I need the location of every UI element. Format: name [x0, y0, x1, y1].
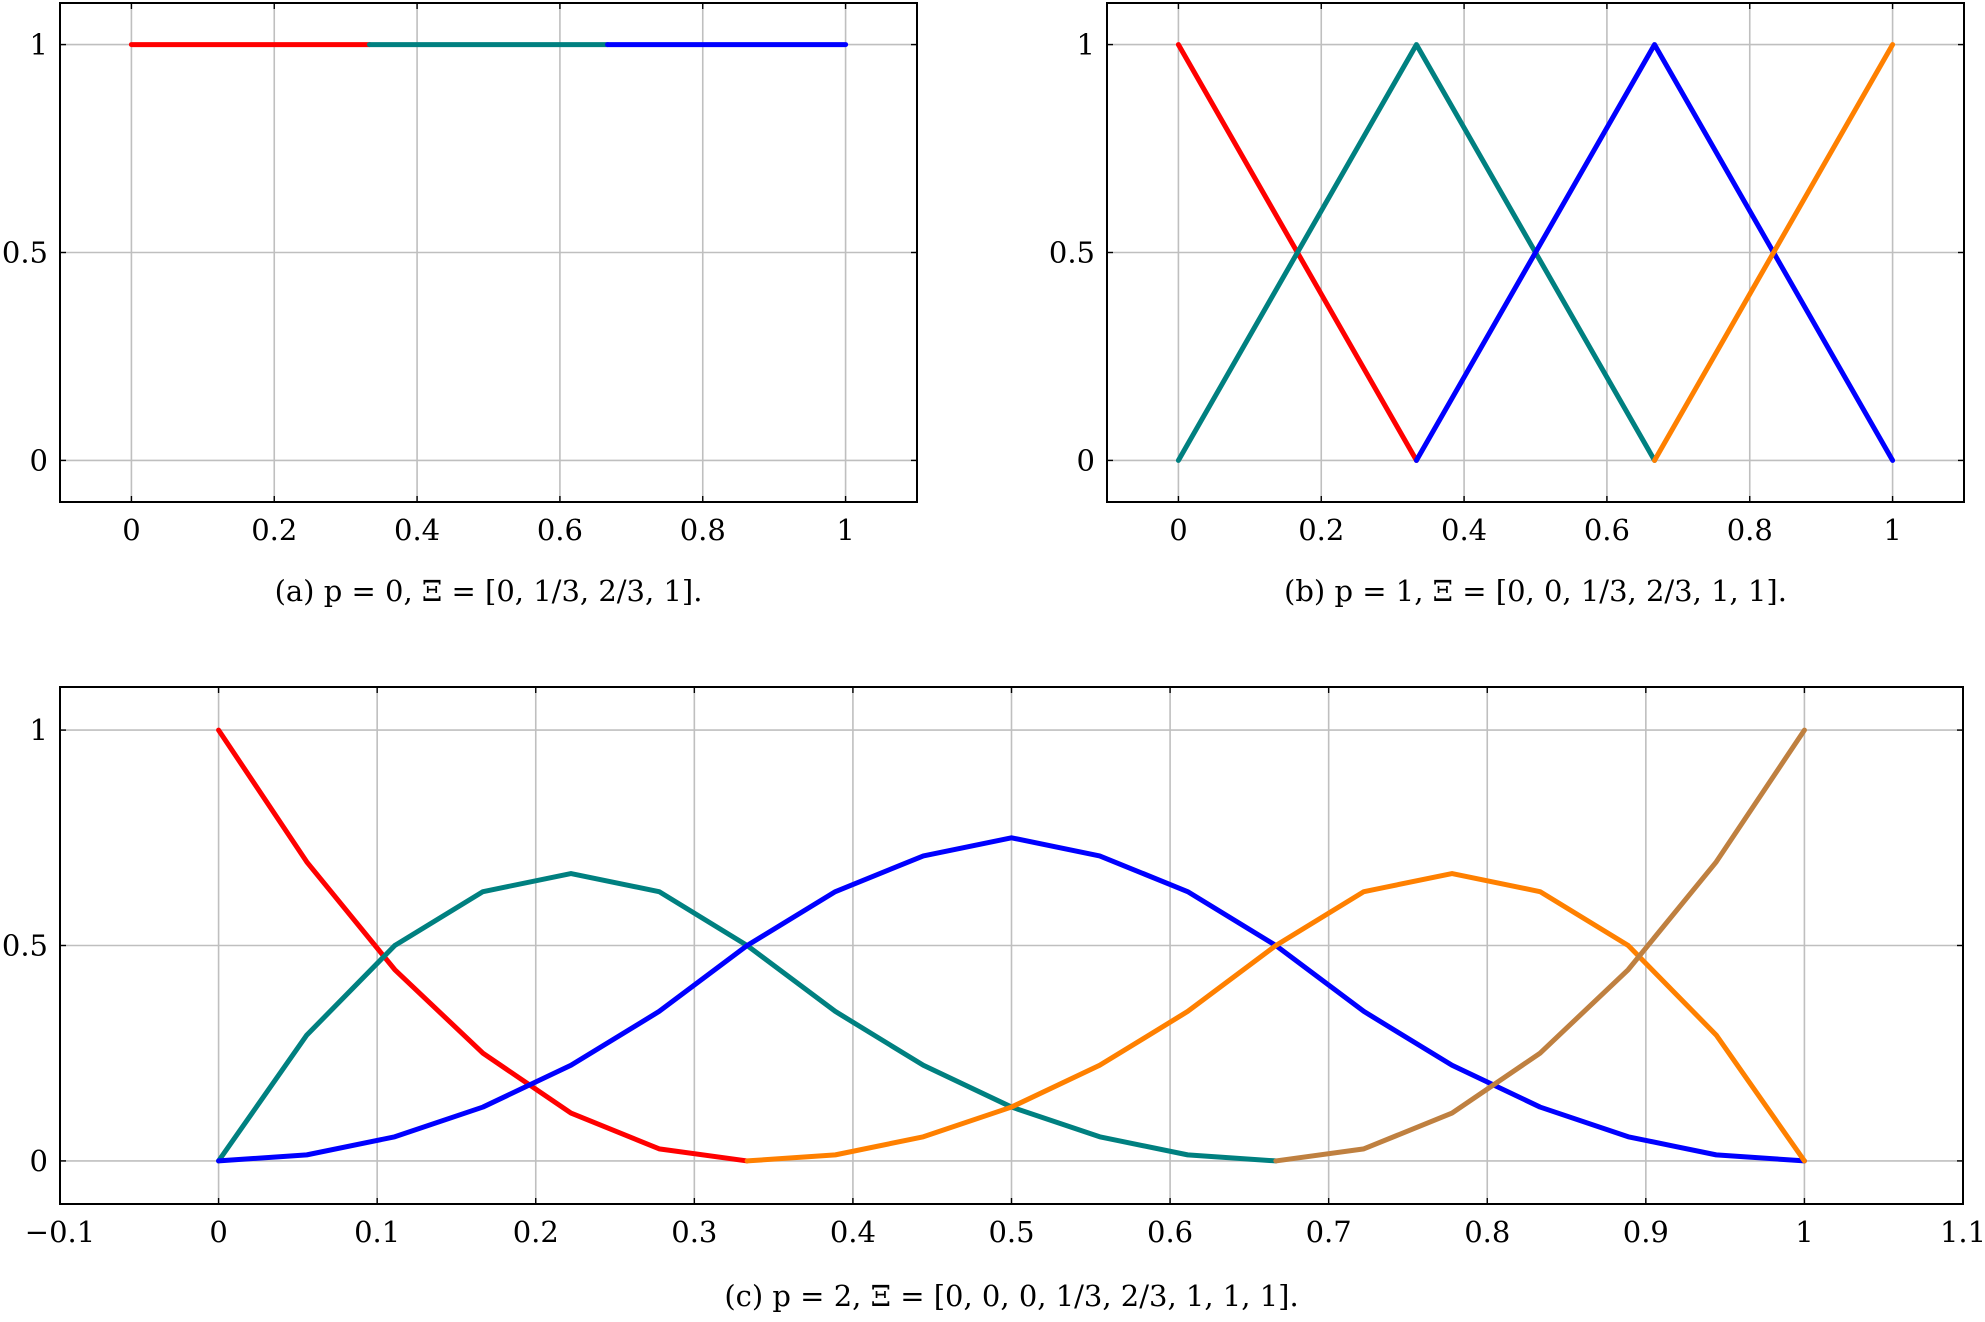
figure-caption: (a) p = 0, Ξ = [0, 1/3, 2/3, 1].	[275, 574, 703, 608]
x-tick-label: 0.8	[1464, 1215, 1510, 1249]
basis-function-orange	[744, 871, 1807, 1164]
y-tick-label: 0	[30, 1144, 48, 1178]
x-tick-label: 0.5	[988, 1215, 1034, 1249]
y-tick-label: 1	[30, 28, 48, 62]
x-tick-label: 0.8	[680, 513, 726, 547]
x-tick-label: 1	[1883, 513, 1901, 547]
figure-caption: (b) p = 1, Ξ = [0, 0, 1/3, 2/3, 1, 1].	[1284, 574, 1787, 608]
basis-function-teal	[1175, 42, 1658, 463]
x-tick-label: 0.4	[394, 513, 440, 547]
panel-b-p1: 0 0.2 0.4 0.6 0.8 1 0 0.5 1 (b) p = 1, Ξ = [0, 0,…	[1049, 2, 1965, 608]
y-tick-label: 0.5	[1049, 236, 1095, 270]
basis-function-blue	[216, 835, 1807, 1164]
basis-function-orange	[1652, 42, 1896, 463]
x-tick-label: 1	[836, 513, 854, 547]
x-tick-label: 0.7	[1306, 1215, 1352, 1249]
y-tick-label: 0	[30, 443, 48, 477]
x-tick-label: −0.1	[25, 1215, 95, 1249]
x-tick-label: 0.1	[354, 1215, 400, 1249]
y-tick-label: 0.5	[2, 929, 48, 963]
y-tick-label: 0.5	[2, 236, 48, 270]
figure-caption: (c) p = 2, Ξ = [0, 0, 0, 1/3, 2/3, 1, 1,…	[724, 1279, 1298, 1313]
x-tick-label: 0	[209, 1215, 227, 1249]
x-tick-label: 0.4	[1441, 513, 1487, 547]
x-tick-label: 0.6	[1584, 513, 1630, 547]
basis-function-blue	[1413, 42, 1896, 463]
x-tick-label: 0.6	[1147, 1215, 1193, 1249]
y-tick-label: 0	[1077, 443, 1095, 477]
y-tick-label: 1	[30, 713, 48, 747]
x-tick-label: 0	[122, 513, 140, 547]
basis-function-red	[216, 727, 750, 1164]
x-tick-label: 0.2	[251, 513, 297, 547]
x-tick-label: 0.2	[1298, 513, 1344, 547]
basis-function-brown	[1273, 727, 1807, 1164]
x-tick-label: 0.2	[513, 1215, 559, 1249]
x-tick-label: 0.6	[537, 513, 583, 547]
x-tick-label: 0.3	[671, 1215, 717, 1249]
panel-a-p0: 0 0.2 0.4 0.6 0.8 1 0 0.5 1 (a) p = 0, Ξ = [0, 1/…	[2, 2, 918, 608]
x-tick-label: 0.8	[1727, 513, 1773, 547]
y-tick-label: 1	[1077, 28, 1095, 62]
x-tick-label: 1	[1795, 1215, 1813, 1249]
panel-c-p2: −0.1 0 0.1 0.2 0.3 0.4 0.5 0.6 0.7 0.8 0.9 1 1.1 0 0.5…	[2, 686, 1985, 1313]
x-tick-label: 1.1	[1940, 1215, 1985, 1249]
x-tick-label: 0.4	[830, 1215, 876, 1249]
x-tick-label: 0.9	[1623, 1215, 1669, 1249]
x-tick-label: 0	[1169, 513, 1187, 547]
